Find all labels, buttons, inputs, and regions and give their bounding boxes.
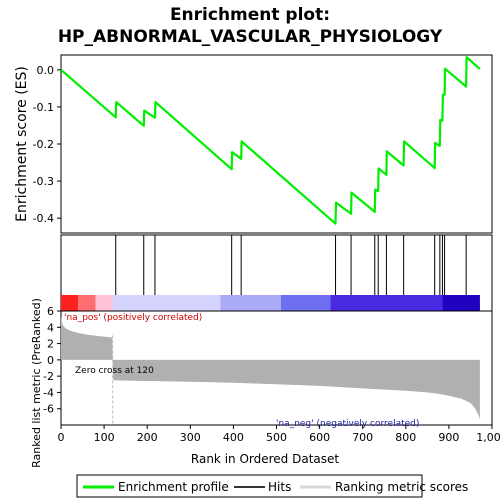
colorbar-segment (95, 295, 113, 311)
es-line-series-enrichment-profile (60, 56, 481, 225)
x-tick-label: 600 (309, 431, 330, 444)
x-tick-label: 1,000 (476, 431, 500, 444)
es-y-tick-label: -0.3 (33, 175, 54, 188)
es-plot-frame (60, 54, 493, 234)
metric-y-tick-label: 0 (47, 354, 54, 367)
colorbar-segment (78, 295, 96, 311)
x-tick-label: 700 (352, 431, 373, 444)
legend-label-ranking-metric: Ranking metric scores (335, 480, 468, 494)
colorbar-segment (280, 295, 331, 311)
hits-panel (60, 234, 493, 312)
es-y-axis-label: Enrichment score (ES) (14, 66, 30, 222)
metric-y-tick-label: 2 (47, 338, 54, 351)
es-y-tick-label: -0.1 (33, 101, 54, 114)
x-tick-label: 800 (395, 431, 416, 444)
legend-label-enrichment-profile: Enrichment profile (118, 480, 229, 494)
x-tick-label: 500 (266, 431, 287, 444)
es-y-tick-label: -0.2 (33, 138, 54, 151)
zero-cross-label: Zero cross at 120 (75, 366, 154, 376)
x-tick-label: 0 (58, 431, 65, 444)
es-y-tick-label: 0.0 (37, 64, 55, 77)
metric-y-axis-label: Ranked list metric (PreRanked) (30, 298, 43, 468)
x-tick-label: 200 (137, 431, 158, 444)
x-tick-label: 100 (94, 431, 115, 444)
x-tick-label: 300 (180, 431, 201, 444)
metric-y-tick-label: -4 (43, 386, 54, 399)
metric-y-tick-label: 6 (47, 305, 54, 318)
metric-y-tick-label: 4 (47, 321, 54, 334)
colorbar-segment (442, 295, 480, 311)
metric-area-fill (61, 316, 480, 420)
metric-y-tick-label: -2 (43, 370, 54, 383)
rank-metric-panel: 6 4 2 0 -2 -4 -6 'na_pos' (positively correlate… (30, 298, 493, 468)
plot-title-line1: Enrichment plot: (170, 5, 330, 25)
plot-title-line2: HP_ABNORMAL_VASCULAR_PHYSIOLOGY (58, 27, 443, 47)
colorbar-segment (112, 295, 221, 311)
metric-y-tick-label: -6 (43, 403, 54, 416)
colorbar-segment (220, 295, 281, 311)
positive-correlation-label: 'na_pos' (positively correlated) (64, 313, 202, 323)
legend-label-hits: Hits (268, 480, 291, 494)
x-tick-label: 900 (438, 431, 459, 444)
colorbar-segment (61, 295, 79, 311)
x-tick-label: 400 (223, 431, 244, 444)
x-axis: 0 100 200 300 400 500 600 700 800 900 1,000 (58, 425, 500, 444)
legend: Enrichment profile Hits Ranking metric s… (76, 474, 468, 498)
x-axis-label: Rank in Ordered Dataset (191, 452, 339, 466)
negative-correlation-label: 'na_neg' (negatively correlated) (276, 419, 419, 429)
colorbar-segment (330, 295, 443, 311)
es-y-tick-label: -0.4 (33, 212, 54, 225)
